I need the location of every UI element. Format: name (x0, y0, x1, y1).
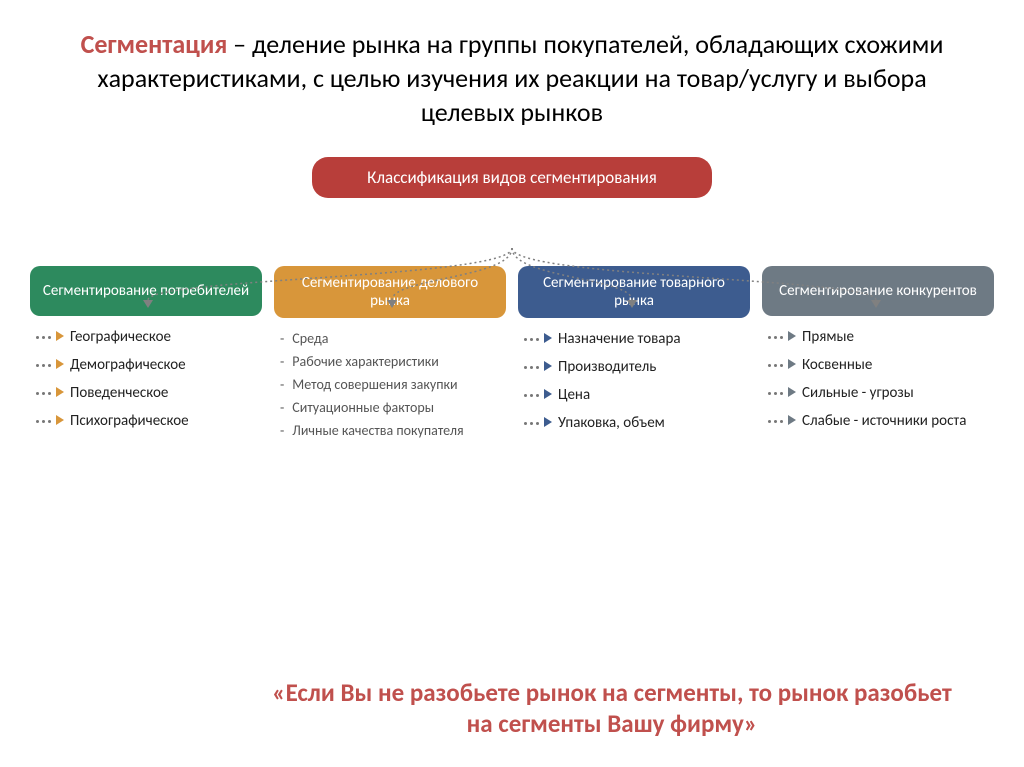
list-item: Психографическое (36, 412, 262, 430)
column: Сегментирование делового рынка-Среда-Раб… (274, 266, 506, 445)
list-item: Поведенческое (36, 384, 262, 402)
bullet-dash-icon: - (280, 399, 284, 416)
list-item-label: Поведенческое (70, 384, 168, 402)
root-node: Классификация видов сегментирования (312, 157, 712, 198)
list-item: Слабые - источники роста (768, 412, 994, 430)
list-item: Производитель (524, 358, 750, 376)
list-item-label: Демографическое (70, 356, 186, 374)
list-item: -Среда (280, 330, 506, 347)
column-items: Прямые Косвенные Сильные - угрозы Слабые - … (762, 328, 994, 430)
column-header: Сегментирование делового рынка (274, 266, 506, 318)
list-item-label: Производитель (558, 358, 656, 376)
column-items: Географическое Демографическое Поведенческ… (30, 328, 262, 430)
list-item-label: Рабочие характеристики (292, 353, 439, 370)
list-item: -Метод совершения закупки (280, 376, 506, 393)
list-item: Косвенные (768, 356, 994, 374)
list-item-label: Метод совершения закупки (292, 376, 457, 393)
column-items: Назначение товара Производитель Цена Упаков… (518, 330, 750, 432)
list-item: -Личные качества покупателя (280, 422, 506, 439)
list-item-label: Личные качества покупателя (292, 422, 463, 439)
definition-text: Сегментация – деление рынка на группы по… (0, 0, 1024, 139)
list-item-label: Упаковка, объем (558, 414, 665, 432)
list-item-label: Психографическое (70, 412, 189, 430)
list-item-label: Среда (292, 330, 328, 347)
quote-text: «Если Вы не разобьете рынок на сегменты,… (0, 677, 1024, 740)
list-item-label: Ситуационные факторы (292, 399, 434, 416)
bullet-arrow-icon (768, 390, 796, 397)
list-item-label: Назначение товара (558, 330, 681, 348)
list-item-label: Косвенные (802, 356, 872, 374)
list-item: -Рабочие характеристики (280, 353, 506, 370)
list-item: Назначение товара (524, 330, 750, 348)
bullet-arrow-icon (36, 390, 64, 397)
bullet-arrow-icon (768, 418, 796, 425)
list-item: Сильные - угрозы (768, 384, 994, 402)
bullet-dash-icon: - (280, 422, 284, 439)
bullet-arrow-icon (524, 392, 552, 399)
list-item-label: Слабые - источники роста (802, 412, 966, 430)
list-item-label: Географическое (70, 328, 171, 346)
list-item: Демографическое (36, 356, 262, 374)
list-item: -Ситуационные факторы (280, 399, 506, 416)
list-item: Упаковка, объем (524, 414, 750, 432)
list-item-label: Сильные - угрозы (802, 384, 914, 402)
bullet-dash-icon: - (280, 353, 284, 370)
column: Сегментирование конкурентов Прямые Косвенн… (762, 266, 994, 445)
bullet-arrow-icon (524, 420, 552, 427)
definition-term: Сегментация (81, 28, 228, 60)
column-items: -Среда-Рабочие характеристики-Метод сове… (274, 330, 506, 439)
list-item-label: Прямые (802, 328, 854, 346)
bullet-dash-icon: - (280, 376, 284, 393)
bullet-arrow-icon (768, 334, 796, 341)
bullet-arrow-icon (36, 334, 64, 341)
bullet-arrow-icon (524, 364, 552, 371)
column-header: Сегментирование конкурентов (762, 266, 994, 316)
columns-container: Сегментирование потребителей Географическ… (0, 266, 1024, 445)
list-item: Географическое (36, 328, 262, 346)
bullet-arrow-icon (36, 418, 64, 425)
column-header: Сегментирование товарного рынка (518, 266, 750, 318)
bullet-arrow-icon (36, 362, 64, 369)
column-header: Сегментирование потребителей (30, 266, 262, 316)
list-item: Прямые (768, 328, 994, 346)
column: Сегментирование потребителей Географическ… (30, 266, 262, 445)
bullet-dash-icon: - (280, 330, 284, 347)
list-item: Цена (524, 386, 750, 404)
bullet-arrow-icon (524, 336, 552, 343)
column: Сегментирование товарного рынка Назначени… (518, 266, 750, 445)
bullet-arrow-icon (768, 362, 796, 369)
list-item-label: Цена (558, 386, 590, 404)
